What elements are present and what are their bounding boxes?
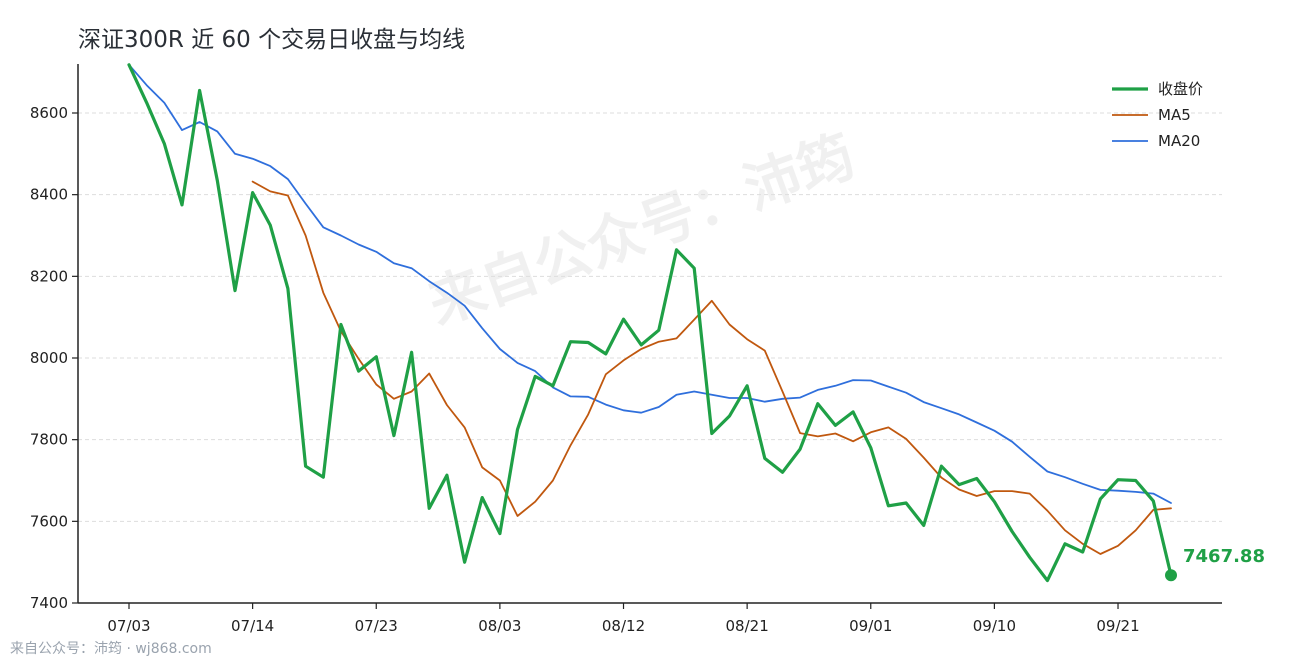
x-tick-label: 09/21 bbox=[1096, 617, 1139, 635]
y-tick-label: 8000 bbox=[30, 349, 68, 367]
series-line-ma20 bbox=[128, 63, 1172, 504]
grid-lines bbox=[78, 112, 1222, 522]
y-tick-label: 7600 bbox=[30, 512, 68, 530]
y-tick-label: 8400 bbox=[30, 186, 68, 204]
x-tick-label: 08/12 bbox=[602, 617, 645, 635]
watermark-text: 来自公众号：沛筠 bbox=[420, 123, 863, 337]
y-tick-label: 7800 bbox=[30, 431, 68, 449]
y-tick-label: 8200 bbox=[30, 267, 68, 285]
x-tick-label: 08/03 bbox=[478, 617, 521, 635]
legend: 收盘价 MA5 MA20 bbox=[1112, 80, 1203, 150]
last-point-marker bbox=[1165, 569, 1177, 582]
chart-title: 深证300R 近 60 个交易日收盘与均线 bbox=[78, 27, 466, 53]
y-tick-label: 8600 bbox=[30, 104, 68, 122]
series-line-ma5 bbox=[251, 180, 1172, 555]
x-tick-label: 07/03 bbox=[107, 617, 150, 635]
legend-label: MA5 bbox=[1158, 106, 1191, 124]
axes: 7400 7600 7800 8000 8200 8400 8600 07/03 07/14 07… bbox=[30, 64, 1222, 635]
watermark: 来自公众号：沛筠 bbox=[420, 123, 863, 337]
legend-label: 收盘价 bbox=[1158, 80, 1203, 98]
x-tick-label: 09/10 bbox=[973, 617, 1016, 635]
y-tick-label: 7400 bbox=[30, 594, 68, 612]
series-lines: 7467.88 bbox=[127, 63, 1265, 583]
legend-label: MA20 bbox=[1158, 132, 1200, 150]
footer-note: 来自公众号：沛筠 · wj868.com bbox=[10, 641, 212, 657]
x-tick-label: 08/21 bbox=[726, 617, 769, 635]
series-line-close bbox=[127, 63, 1173, 583]
x-tick-label: 07/23 bbox=[355, 617, 398, 635]
last-point-label: 7467.88 bbox=[1183, 546, 1265, 567]
x-tick-label: 07/14 bbox=[231, 617, 274, 635]
x-tick-label: 09/01 bbox=[849, 617, 892, 635]
